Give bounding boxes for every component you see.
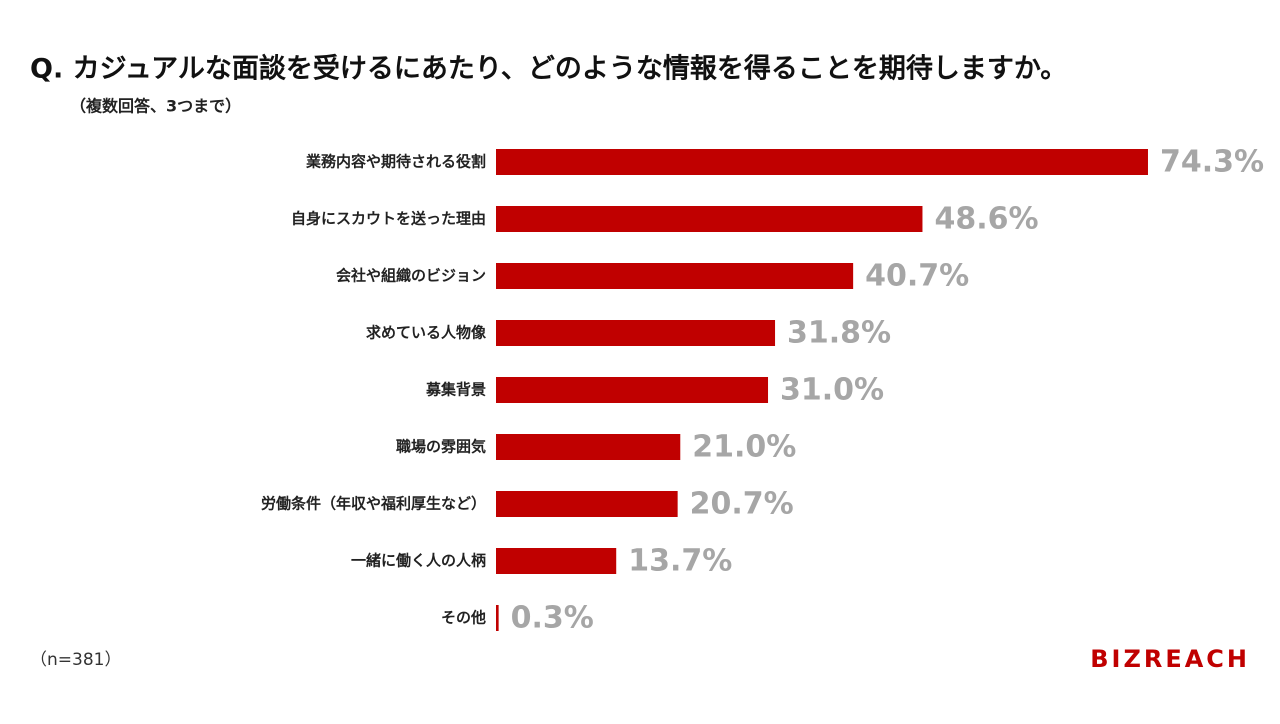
category-label: 会社や組織のビジョン: [336, 267, 486, 285]
value-label: 31.0%: [780, 373, 884, 408]
bar: [496, 320, 776, 346]
value-label: 20.7%: [690, 487, 794, 522]
chart-title: Q. カジュアルな面談を受けるにあたり、どのような情報を得ることを期待しますか。: [30, 53, 1067, 85]
sample-note: （n=381）: [30, 650, 121, 670]
category-label: 職場の雰囲気: [396, 438, 486, 456]
value-label: 21.0%: [692, 430, 796, 465]
value-label: 0.3%: [511, 601, 594, 636]
category-label: 業務内容や期待される役割: [305, 153, 486, 171]
bar: [496, 491, 678, 517]
value-label: 40.7%: [865, 259, 969, 294]
category-label: 労働条件（年収や福利厚生など）: [261, 495, 486, 513]
brand-logo: BIZREACH: [1090, 645, 1250, 673]
value-label: 48.6%: [934, 202, 1038, 237]
value-label: 13.7%: [628, 544, 732, 579]
category-label: 自身にスカウトを送った理由: [291, 210, 486, 228]
bar: [496, 377, 769, 403]
bar: [496, 206, 923, 232]
bar: [496, 434, 681, 460]
category-label: 求めている人物像: [366, 324, 487, 342]
value-label: 74.3%: [1160, 145, 1264, 180]
category-label: 一緒に働く人の人柄: [351, 552, 486, 570]
category-label: その他: [441, 609, 486, 627]
category-label: 募集背景: [425, 381, 486, 399]
bar: [496, 263, 854, 289]
value-label: 31.8%: [787, 316, 891, 351]
bar: [496, 548, 617, 574]
bar: [496, 149, 1148, 175]
chart-subtitle: （複数回答、3つまで）: [70, 97, 241, 116]
bar: [496, 605, 499, 631]
